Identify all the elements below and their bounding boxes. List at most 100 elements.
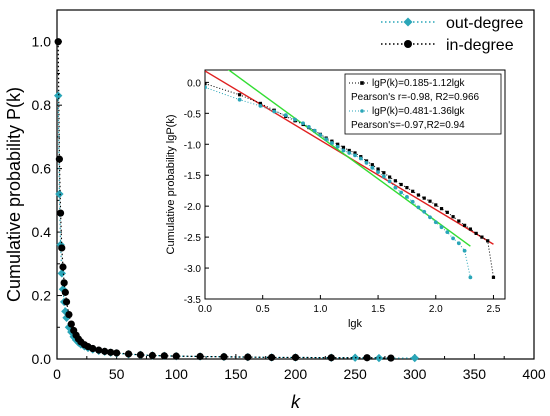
data-point-in-degree <box>65 310 73 319</box>
y-tick-label: 0.2 <box>32 288 52 304</box>
inset-data-point-in-degree <box>428 199 432 203</box>
inset-data-point-out-degree <box>301 121 305 126</box>
x-tick-label: 400 <box>522 366 546 382</box>
inset-data-point-out-degree <box>347 151 352 155</box>
inset-data-point-out-degree <box>462 248 467 253</box>
inset-chart: 0.0 0.5 1.0 1.5 2.0 2.5 0.0 -0.5 -1.0 -1.5 -2.0 -2.… <box>165 69 506 330</box>
data-point-in-degree <box>160 352 168 360</box>
inset-data-point-out-degree <box>205 85 207 90</box>
inset-data-point-in-degree <box>474 231 478 235</box>
inset-data-point-in-degree <box>388 175 392 179</box>
inset-plot-area <box>205 70 496 280</box>
inset-data-point-out-degree <box>387 179 392 184</box>
y-tick-label: 0.4 <box>32 224 52 240</box>
inset-data-point-in-degree <box>399 182 403 187</box>
inset-data-point-out-degree <box>456 241 461 246</box>
inset-data-point-out-degree <box>293 117 297 122</box>
data-point-in-degree <box>220 353 228 361</box>
inset-y-tick-label: -3.0 <box>184 264 202 275</box>
inset-y-tick-label: -1.5 <box>184 171 202 182</box>
data-point-in-degree <box>107 348 115 356</box>
inset-data-point-in-degree <box>445 210 449 214</box>
inset-data-point-out-degree <box>451 236 455 241</box>
data-point-in-degree <box>172 352 180 360</box>
inset-data-point-out-degree <box>445 230 450 235</box>
inset-data-point-out-degree <box>428 215 432 220</box>
x-tick-label: 300 <box>403 366 427 382</box>
x-axis-title: k <box>291 392 301 412</box>
inset-x-tick-label: 1.5 <box>371 304 385 315</box>
legend-label-out-degree: out-degree <box>446 15 523 32</box>
data-point-in-degree <box>113 349 121 357</box>
inset-data-point-in-degree <box>347 148 351 153</box>
inset-legend-marker <box>360 109 364 113</box>
x-tick-label: 350 <box>463 366 487 382</box>
inset-data-point-out-degree <box>272 109 277 114</box>
inset-legend-marker <box>360 81 364 85</box>
inset-data-point-in-degree <box>491 275 496 279</box>
inset-data-point-out-degree <box>416 205 421 210</box>
data-point-in-degree <box>124 350 133 358</box>
inset-data-point-out-degree <box>381 174 386 179</box>
inset-data-point-out-degree <box>318 133 323 137</box>
inset-data-point-in-degree <box>416 193 421 197</box>
inset-data-point-in-degree <box>439 207 444 211</box>
inset-data-point-in-degree <box>468 227 472 231</box>
legend-label-in-degree: in-degree <box>446 37 514 54</box>
inset-data-point-out-degree <box>468 275 473 280</box>
data-point-out-degree <box>57 269 66 278</box>
inset-data-point-out-degree <box>312 128 317 133</box>
legend-marker-in-degree <box>404 40 412 48</box>
inset-data-point-out-degree <box>439 225 444 230</box>
inset-y-tick-label: -0.5 <box>184 109 202 120</box>
inset-data-point-in-degree <box>382 171 386 175</box>
data-point-in-degree <box>67 320 75 328</box>
inset-y-tick-label: -3.5 <box>184 295 202 306</box>
inset-y-axis-title: Cumulative probability lgP(k) <box>165 115 177 255</box>
x-tick-label: 0 <box>53 366 61 382</box>
inset-data-point-out-degree <box>283 113 288 118</box>
inset-data-point-out-degree <box>422 209 427 214</box>
inset-x-tick-label: 1.0 <box>313 304 327 315</box>
data-point-in-degree <box>268 353 276 362</box>
legend-marker-out-degree <box>403 17 413 27</box>
inset-data-point-in-degree <box>341 145 346 149</box>
x-tick-label: 100 <box>165 366 189 382</box>
inset-data-point-in-degree <box>353 151 357 155</box>
data-point-in-degree <box>148 351 156 360</box>
inset-legend: lgP(k)=0.185-1.12lgk Pearson's r=-0.98, R… <box>344 73 502 135</box>
main-chart: 0 50 100 150 200 250 300 350 400 0.0 0.2 0.4 0.6 0.8 1… <box>4 9 546 412</box>
legend: out-degree in-degree <box>381 15 523 54</box>
inset-data-point-in-degree <box>405 185 409 190</box>
inset-x-tick-label: 2.5 <box>487 304 501 315</box>
inset-data-point-out-degree <box>237 97 242 102</box>
y-tick-label: 0.6 <box>32 161 52 177</box>
inset-data-point-in-degree <box>463 223 467 227</box>
inset-legend-box <box>344 73 502 135</box>
inset-data-point-out-degree <box>330 141 334 145</box>
inset-legend-label: Pearson's r=-0.98, R2=0.966 <box>351 92 480 103</box>
inset-data-point-in-degree <box>411 189 415 193</box>
x-tick-label: 200 <box>284 366 308 382</box>
inset-data-point-in-degree <box>376 167 380 171</box>
inset-data-point-in-degree <box>336 142 340 146</box>
inset-y-tick-label: -1.0 <box>184 140 202 151</box>
inset-data-point-out-degree <box>358 156 363 161</box>
data-point-in-degree <box>196 352 204 361</box>
y-tick-label: 0.0 <box>32 351 52 367</box>
inset-data-point-in-degree <box>457 219 461 223</box>
data-point-in-degree <box>89 344 97 353</box>
data-point-in-degree <box>58 244 66 252</box>
inset-data-point-out-degree <box>341 148 346 153</box>
inset-data-point-in-degree <box>393 179 397 183</box>
data-point-out-degree <box>410 353 419 363</box>
inset-data-point-out-degree <box>376 170 380 175</box>
inset-x-tick-label: 0.5 <box>256 304 270 315</box>
inset-data-point-in-degree <box>258 101 262 106</box>
data-point-in-degree <box>363 354 371 362</box>
inset-data-point-out-degree <box>324 137 329 142</box>
data-point-in-degree <box>60 279 68 287</box>
data-point-in-degree <box>54 38 62 46</box>
data-point-in-degree <box>61 288 69 296</box>
